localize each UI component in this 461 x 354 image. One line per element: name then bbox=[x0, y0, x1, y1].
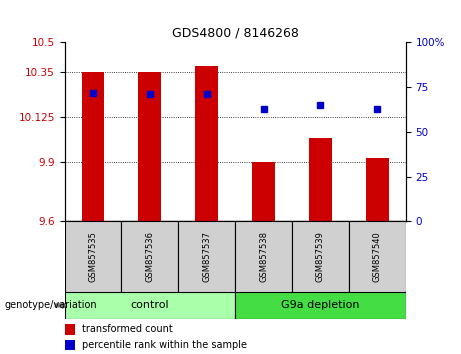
Bar bbox=[65, 292, 235, 319]
Bar bbox=[121, 221, 178, 292]
Bar bbox=[349, 221, 406, 292]
Bar bbox=[195, 66, 218, 221]
Text: GSM857538: GSM857538 bbox=[259, 231, 268, 282]
Text: GSM857537: GSM857537 bbox=[202, 231, 211, 282]
Bar bbox=[65, 340, 75, 350]
Bar bbox=[82, 72, 104, 221]
Bar bbox=[138, 72, 161, 221]
Text: transformed count: transformed count bbox=[82, 324, 172, 334]
Bar bbox=[65, 221, 121, 292]
Bar bbox=[178, 221, 235, 292]
Bar bbox=[235, 221, 292, 292]
Bar bbox=[252, 162, 275, 221]
Bar bbox=[292, 221, 349, 292]
Text: percentile rank within the sample: percentile rank within the sample bbox=[82, 340, 247, 350]
Text: GSM857535: GSM857535 bbox=[89, 231, 97, 282]
Bar bbox=[309, 138, 332, 221]
Text: GSM857536: GSM857536 bbox=[145, 231, 154, 282]
Text: GSM857540: GSM857540 bbox=[373, 231, 382, 282]
Text: GSM857539: GSM857539 bbox=[316, 231, 325, 282]
Title: GDS4800 / 8146268: GDS4800 / 8146268 bbox=[171, 27, 299, 40]
Bar bbox=[65, 324, 75, 335]
Bar bbox=[235, 292, 406, 319]
Text: genotype/variation: genotype/variation bbox=[5, 300, 97, 310]
Text: control: control bbox=[130, 300, 169, 310]
Text: G9a depletion: G9a depletion bbox=[281, 300, 360, 310]
Bar bbox=[366, 158, 389, 221]
